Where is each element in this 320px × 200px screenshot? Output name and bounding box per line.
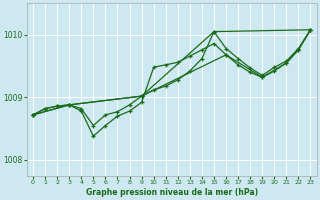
X-axis label: Graphe pression niveau de la mer (hPa): Graphe pression niveau de la mer (hPa)	[86, 188, 258, 197]
